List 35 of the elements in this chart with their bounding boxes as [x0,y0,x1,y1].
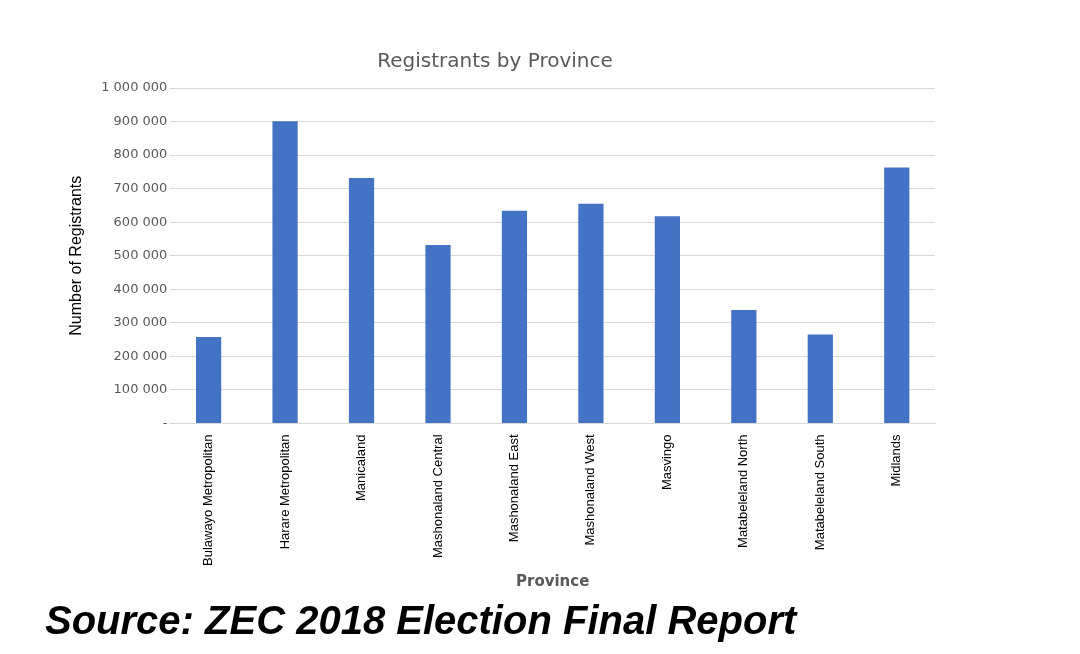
x-tick-label: Masvingo [658,434,674,491]
y-tick-label: - [162,414,168,430]
x-tick-label: Midlands [888,433,904,487]
bar [884,167,910,423]
x-axis-title: Province [516,571,590,590]
y-tick-label: 500 000 [113,247,168,263]
y-tick-label: 700 000 [113,180,168,196]
y-axis-title: Number of Registrants [67,175,85,336]
x-tick-label: Mashonaland East [506,434,522,543]
y-tick-label: 200 000 [113,347,168,363]
bar [348,177,375,423]
bar [578,203,604,423]
bar [501,210,528,423]
y-tick-label: 400 000 [113,280,168,296]
bar [272,121,298,423]
bar [195,336,222,423]
bar [807,334,833,423]
source-note: Source: ZEC 2018 Election Final Report [45,598,797,643]
y-tick-label: 600 000 [113,213,168,229]
x-tick-label: Manicaland [353,434,369,501]
y-tick-label: 900 000 [113,112,168,128]
x-tick-label: Bulawayo Metropolitan [200,434,216,567]
y-tick-label: 1 000 000 [101,79,168,95]
y-tick-label: 100 000 [113,381,168,397]
x-tick-label: Harare Metropolitan [276,434,292,550]
bar [731,310,757,423]
x-tick-label: Matabeleland North [735,434,751,548]
chart-title: Registrants by Province [377,48,613,73]
y-tick-label: 800 000 [113,146,168,162]
x-tick-label: Mashonaland Central [429,434,445,559]
y-tick-label: 300 000 [113,314,168,330]
bar [425,245,451,423]
x-tick-label: Matabeleland South [811,434,827,551]
bar [654,216,680,423]
x-tick-label: Mashonaland West [582,434,598,546]
